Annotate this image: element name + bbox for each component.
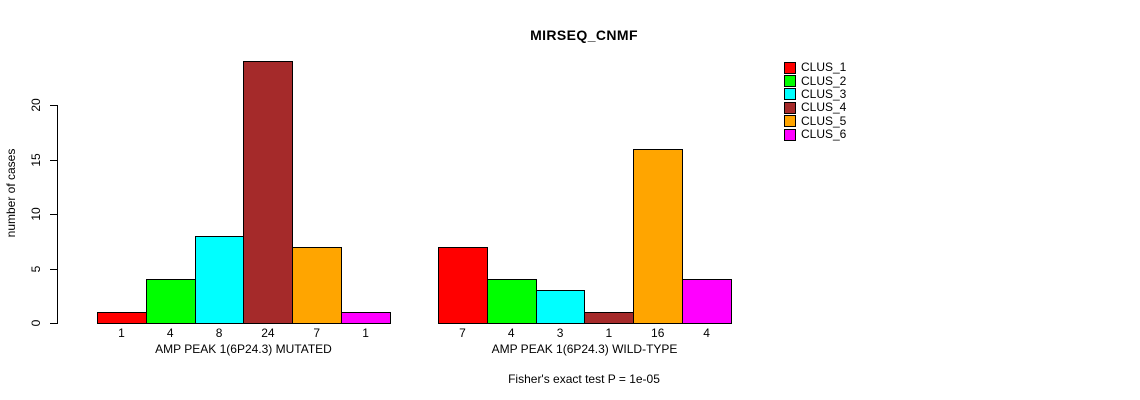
bar-value-label: 4 (507, 326, 515, 340)
bar-value-label: 24 (261, 326, 275, 340)
legend-item: CLUS_4 (784, 101, 846, 114)
legend-swatch (784, 128, 796, 141)
legend-swatch (784, 101, 796, 114)
legend-item: CLUS_3 (784, 86, 847, 101)
bar-clus_4 (243, 61, 294, 324)
y-tick-mark (50, 323, 57, 324)
annotation-text: Fisher's exact test P = 1e-05 (508, 372, 660, 386)
bar-value-label: 7 (459, 326, 466, 340)
y-axis-label: number of cases (4, 148, 18, 238)
bar-value-label: 3 (556, 326, 564, 340)
legend-label: CLUS_4 (801, 100, 847, 115)
y-tick-label: 10 (29, 207, 43, 221)
bar-value-label: 1 (118, 326, 125, 340)
chart-title: MIRSEQ_CNMF (530, 27, 638, 43)
legend-swatch (784, 61, 796, 74)
group-label: AMP PEAK 1(6P24.3) WILD-TYPE (491, 342, 678, 356)
bar-clus_6 (682, 279, 732, 324)
legend-label: CLUS_2 (801, 73, 847, 88)
legend: CLUS_1 CLUS_2 CLUS_3 CLUS_4 CLUS_5 CLUS_6 (784, 61, 846, 141)
legend-label: CLUS_3 (801, 86, 847, 101)
legend-item: CLUS_2 (784, 73, 847, 88)
legend-swatch (784, 75, 796, 88)
bar-clus_6 (341, 312, 391, 324)
y-tick-mark (50, 159, 57, 161)
bar-value-label: 4 (166, 326, 174, 340)
legend-swatch (784, 88, 796, 101)
bar-value-label: 8 (215, 326, 223, 340)
group-label: AMP PEAK 1(6P24.3) MUTATED (155, 342, 332, 356)
bar-clus_2 (145, 279, 196, 324)
bar-clus_3 (535, 290, 586, 324)
bar-clus_4 (584, 312, 635, 324)
legend-item: CLUS_1 (784, 61, 846, 74)
bar-clus_1 (438, 246, 488, 324)
legend-label: CLUS_5 (801, 113, 847, 128)
bar-clus_5 (292, 246, 343, 324)
bar-value-label: 4 (703, 326, 710, 340)
legend-label: CLUS_1 (801, 60, 847, 75)
y-tick-mark (50, 214, 57, 215)
bar-clus_5 (633, 148, 684, 324)
y-tick-label: 0 (29, 319, 43, 327)
y-tick-mark (50, 268, 57, 270)
legend-label: CLUS_6 (801, 127, 847, 142)
bar-value-label: 1 (362, 326, 369, 340)
legend-item: CLUS_6 (784, 128, 846, 141)
y-tick-label: 15 (29, 152, 43, 167)
bar-value-label: 7 (313, 326, 321, 340)
legend-swatch (784, 115, 796, 128)
legend-item: CLUS_5 (784, 113, 847, 128)
bar-value-label: 16 (651, 326, 665, 340)
y-tick-label: 20 (29, 98, 43, 112)
bar-value-label: 1 (605, 326, 613, 340)
y-tick-label: 5 (29, 265, 43, 272)
y-tick-mark (50, 105, 57, 106)
bar-clus_1 (97, 312, 147, 324)
bar-clus_2 (486, 279, 537, 324)
y-axis-line (57, 105, 58, 324)
bar-clus_3 (194, 235, 245, 324)
